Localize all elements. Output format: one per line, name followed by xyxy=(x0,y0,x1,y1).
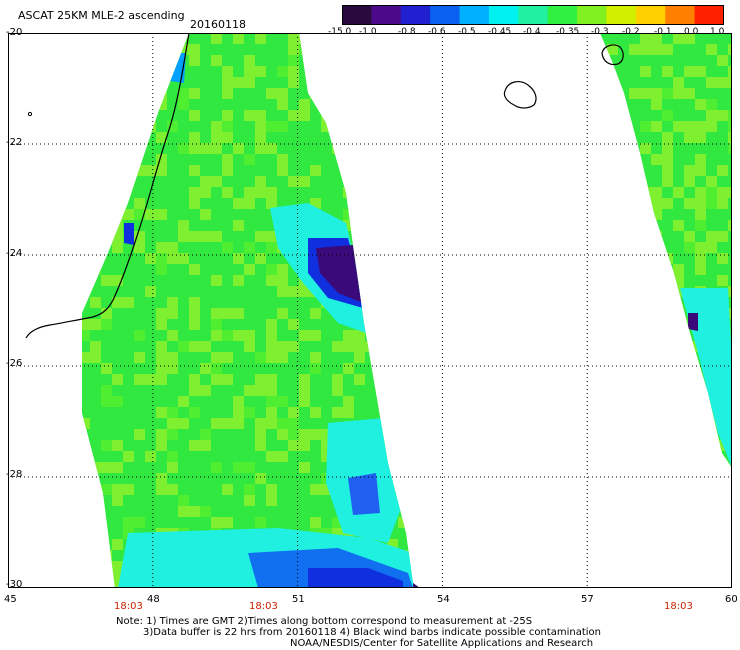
map-frame xyxy=(8,33,732,588)
colorbar-segment xyxy=(665,5,696,25)
time-label: 18:03 xyxy=(249,601,278,612)
graticule xyxy=(8,33,732,588)
colorbar-tick: -0.1 xyxy=(654,27,672,37)
lat-label: -24 xyxy=(6,248,23,259)
wind-minimum-area xyxy=(124,223,134,245)
madagascar-coastline xyxy=(25,33,190,339)
colorbar-segment xyxy=(400,5,431,25)
lat-label: -20 xyxy=(6,27,23,38)
colorbar-segment xyxy=(606,5,637,25)
small-island-outline xyxy=(27,111,33,117)
lon-label: 45 xyxy=(4,594,17,605)
colorbar-segment xyxy=(430,5,461,25)
wind-low-area xyxy=(680,288,732,468)
lon-label: 48 xyxy=(147,594,160,605)
colorbar-segment xyxy=(694,5,724,25)
colorbar-tick: 0.0 xyxy=(684,27,699,37)
wind-minimum-core xyxy=(413,578,420,588)
colorbar-tick: -0.3 xyxy=(591,27,609,37)
colorbar-tick: -0.6 xyxy=(428,27,446,37)
colorbar-segment xyxy=(459,5,490,25)
lat-label: -28 xyxy=(6,469,23,480)
colorbar-tick: -1.0 xyxy=(359,27,377,37)
lon-label: 60 xyxy=(725,594,738,605)
wind-minimum-area xyxy=(308,568,403,588)
note-line-1: Note: 1) Times are GMT 2)Times along bot… xyxy=(116,616,533,627)
colorbar-segment xyxy=(577,5,607,25)
lon-label: 51 xyxy=(292,594,305,605)
lat-label: -22 xyxy=(6,137,23,148)
colorbar-frame xyxy=(342,5,724,25)
lon-label: 54 xyxy=(437,594,450,605)
colorbar-tick: 1.0 xyxy=(710,27,725,37)
lon-label: 57 xyxy=(581,594,594,605)
colorbar-segment xyxy=(635,5,666,25)
lat-label: -26 xyxy=(6,358,23,369)
lat-label: -30 xyxy=(6,579,23,590)
note-line-2: 3)Data buffer is 22 hrs from 20160118 4)… xyxy=(143,627,601,638)
colorbar-tick: -0.5 xyxy=(458,27,476,37)
colorbar-segment xyxy=(518,5,549,25)
colorbar-segment xyxy=(371,5,402,25)
wind-minimum-core xyxy=(688,313,698,331)
note-line-3: NOAA/NESDIS/Center for Satellite Applica… xyxy=(290,638,594,649)
time-label: 18:03 xyxy=(114,601,143,612)
wind-minimum-area xyxy=(348,473,380,515)
colorbar-tick: -0.45 xyxy=(488,27,512,37)
colorbar-tick: -15.0 xyxy=(328,27,352,37)
time-label: 18:03 xyxy=(664,601,693,612)
color-scale-bar xyxy=(342,5,724,25)
reunion-island-outline xyxy=(503,81,537,109)
colorbar-tick: -0.2 xyxy=(622,27,640,37)
colorbar-tick: -0.8 xyxy=(398,27,416,37)
wind-minimum-core xyxy=(316,245,363,303)
colorbar-segment xyxy=(488,5,519,25)
colorbar-tick: -0.35 xyxy=(556,27,580,37)
product-date: 20160118 xyxy=(190,18,246,31)
colorbar-segment xyxy=(342,5,372,25)
colorbar-segment xyxy=(547,5,578,25)
colorbar-tick: -0.4 xyxy=(523,27,541,37)
wind-map xyxy=(8,33,732,588)
mauritius-island-outline xyxy=(601,44,624,66)
product-title: ASCAT 25KM MLE-2 ascending xyxy=(18,9,185,22)
